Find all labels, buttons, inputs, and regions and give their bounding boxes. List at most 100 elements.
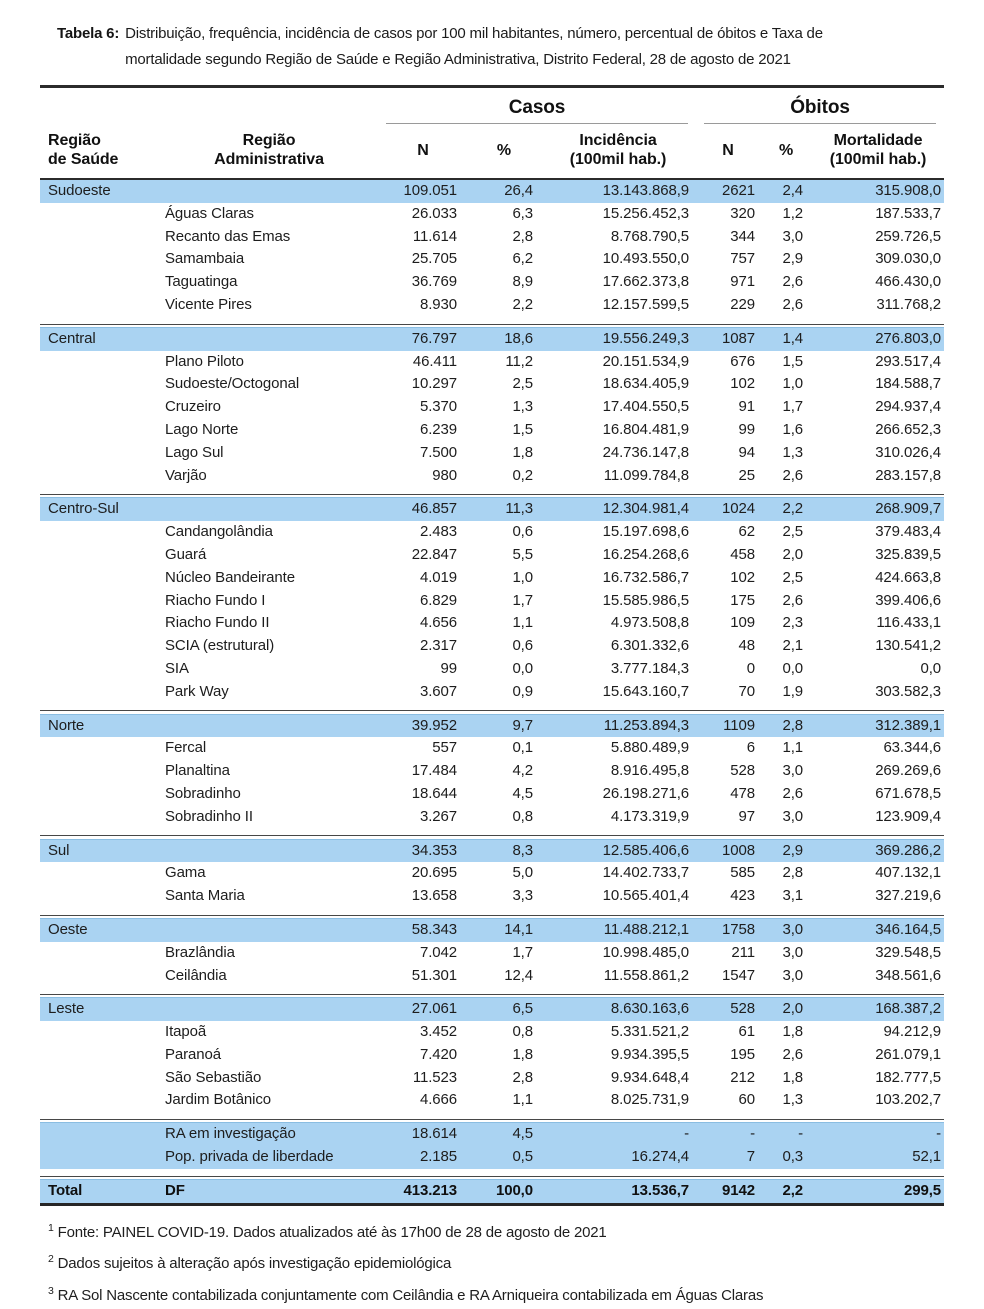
n-casos-cell: 4.656 xyxy=(419,614,457,632)
pct-obitos-cell: 1,9 xyxy=(782,682,804,700)
pct-obitos-cell: 3,0 xyxy=(782,943,804,961)
table-row: Jardim Botânico 4.666 1,1 8.025.731,9 60 1,3 1… xyxy=(40,1089,944,1112)
table-row: Sobradinho II 3.267 0,8 4.173.319,9 97 3,0 123… xyxy=(40,806,944,829)
n-casos-cell: 5.370 xyxy=(419,398,457,416)
pct-obitos-cell: 2,6 xyxy=(782,466,804,484)
mortalidade-cell: 63.344,6 xyxy=(883,739,942,757)
table-row: Itapoã 3.452 0,8 5.331.521,2 61 1,8 94.212,9 xyxy=(40,1021,944,1044)
separator-rule xyxy=(40,1168,945,1180)
table-row: Candangolândia 2.483 0,6 15.197.698,6 62 2,5 3… xyxy=(40,521,944,544)
n-casos-cell: 34.353 xyxy=(378,838,468,863)
column-header-row: Região de Saúde Região Administrativa N … xyxy=(40,125,945,180)
n-obitos-cell: 320 xyxy=(730,204,756,222)
mortalidade-cell: 184.588,7 xyxy=(875,375,942,393)
regiao-administrativa-cell: Plano Piloto xyxy=(165,352,244,370)
table-row: Plano Piloto 46.411 11,2 20.151.534,9 676 1,5… xyxy=(40,351,944,374)
pct-casos-cell: 8,9 xyxy=(512,273,533,291)
section-separator xyxy=(40,1168,945,1180)
regiao-administrativa-cell: Recanto das Emas xyxy=(165,227,291,245)
n-casos-cell: 99 xyxy=(440,659,458,677)
regiao-administrativa-cell xyxy=(160,497,378,522)
regiao-saude-cell xyxy=(40,942,160,965)
n-casos-cell: 557 xyxy=(432,739,457,757)
regiao-administrativa-cell xyxy=(160,917,378,942)
incidencia-cell: 8.768.790,5 xyxy=(610,227,690,245)
regiao-saude-cell xyxy=(40,658,160,681)
incidencia-cell: 10.565.401,4 xyxy=(602,887,690,905)
n-obitos-cell: 229 xyxy=(730,295,756,313)
pct-casos-cell: 0,5 xyxy=(468,1146,540,1169)
mortalidade-cell: 0,0 xyxy=(920,659,942,677)
pct-obitos-cell: 3,0 xyxy=(782,807,804,825)
n-obitos-cell: 9142 xyxy=(696,1178,761,1206)
n-obitos-cell: 94 xyxy=(738,443,756,461)
incidencia-cell: 4.173.319,9 xyxy=(610,807,690,825)
table-row: Ceilândia 51.301 12,4 11.558.861,2 1547 3,0 34… xyxy=(40,965,944,988)
mortalidade-cell: 407.132,1 xyxy=(875,864,942,882)
regiao-saude-cell xyxy=(40,590,160,613)
incidencia-cell: 11.558.861,2 xyxy=(603,966,690,984)
table-row: Oeste 58.343 14,1 11.488.212,1 1758 3,0 346.16… xyxy=(40,917,945,942)
pct-obitos-cell: 2,0 xyxy=(760,997,813,1022)
n-obitos-cell: - xyxy=(696,1122,761,1147)
regiao-administrativa-cell: SCIA (estrutural) xyxy=(165,637,275,655)
pct-obitos-cell: 2,2 xyxy=(760,497,813,522)
mortalidade-cell: 327.219,6 xyxy=(875,887,942,905)
regiao-administrativa-cell: RA em investigação xyxy=(160,1122,378,1147)
mortalidade-cell: 312.389,1 xyxy=(812,713,945,738)
n-obitos-cell: 1008 xyxy=(696,838,761,863)
pct-casos-cell: 0,0 xyxy=(512,659,533,677)
pct-obitos-cell: 3,0 xyxy=(782,966,804,984)
footnote: 1 Fonte: PAINEL COVID-19. Dados atualizad… xyxy=(48,1215,946,1247)
table-row: Samambaia 25.705 6,2 10.493.550,0 757 2,9 309.… xyxy=(40,248,944,271)
pct-obitos-cell: 1,6 xyxy=(782,420,804,438)
pct-casos-cell: 1,3 xyxy=(512,398,533,416)
footnote-number: 1 xyxy=(48,1221,54,1234)
table-title: Tabela 6: Distribuição, frequência, inci… xyxy=(57,21,946,72)
incidencia-cell: 8.630.163,6 xyxy=(540,997,697,1022)
n-casos-cell: 8.930 xyxy=(419,295,457,313)
pct-casos-cell: 2,8 xyxy=(512,227,533,245)
pct-casos-cell: 6,5 xyxy=(468,997,540,1022)
separator-rule xyxy=(40,1112,945,1123)
separator-rule xyxy=(40,987,945,998)
col-header-pct-obitos: % xyxy=(760,125,813,180)
pct-casos-cell: 1,0 xyxy=(512,568,533,586)
pct-casos-cell: 1,1 xyxy=(512,1091,533,1109)
regiao-saude-cell xyxy=(40,1146,160,1169)
table-row: Park Way 3.607 0,9 15.643.160,7 70 1,9 303.582… xyxy=(40,681,944,704)
regiao-administrativa-cell: Núcleo Bandeirante xyxy=(165,568,295,586)
table-row: Núcleo Bandeirante 4.019 1,0 16.732.586,7 10… xyxy=(40,567,944,590)
table-title-text: Distribuição, frequência, incidência de … xyxy=(125,25,823,68)
pct-casos-cell: 0,1 xyxy=(512,739,533,757)
pct-obitos-cell: 2,5 xyxy=(782,523,804,541)
table-row: Brazlândia 7.042 1,7 10.998.485,0 211 3,0 329.… xyxy=(40,942,944,965)
table-row: Total DF 413.213 100,0 13.536,7 9142 2,2 299,5 xyxy=(40,1178,945,1206)
regiao-saude-cell xyxy=(40,783,160,806)
n-casos-cell: 3.267 xyxy=(419,807,457,825)
regiao-saude-cell xyxy=(40,862,160,885)
pct-casos-cell: 0,8 xyxy=(512,1023,533,1041)
n-obitos-cell: 60 xyxy=(738,1091,756,1109)
regiao-saude-cell xyxy=(40,1044,160,1067)
pct-casos-cell: 1,1 xyxy=(512,614,533,632)
n-casos-cell: 26.033 xyxy=(411,204,457,222)
regiao-saude-cell: Norte xyxy=(40,713,160,738)
pct-obitos-cell: 3,1 xyxy=(782,887,804,905)
footnote-text: Fonte: PAINEL COVID-19. Dados atualizado… xyxy=(57,1223,607,1241)
footnote: 2 Dados sujeitos à alteração após investi… xyxy=(48,1246,946,1278)
regiao-administrativa-cell: São Sebastião xyxy=(165,1068,262,1086)
incidencia-cell: 13.143.868,9 xyxy=(540,178,697,203)
obitos-group-header: Óbitos xyxy=(696,87,944,126)
pct-casos-cell: 0,8 xyxy=(512,807,533,825)
mortalidade-cell: 303.582,3 xyxy=(875,682,942,700)
regiao-administrativa-cell: Ceilândia xyxy=(165,966,227,984)
pct-obitos-cell: 2,6 xyxy=(782,591,804,609)
regiao-administrativa-cell xyxy=(160,838,378,863)
n-obitos-cell: 102 xyxy=(730,375,756,393)
pct-obitos-cell: 1,0 xyxy=(782,375,804,393)
n-obitos-cell: 102 xyxy=(730,568,756,586)
n-casos-cell: 7.500 xyxy=(419,443,457,461)
n-casos-cell: 76.797 xyxy=(378,326,468,351)
table-row: Gama 20.695 5,0 14.402.733,7 585 2,8 407.132,1 xyxy=(40,862,944,885)
